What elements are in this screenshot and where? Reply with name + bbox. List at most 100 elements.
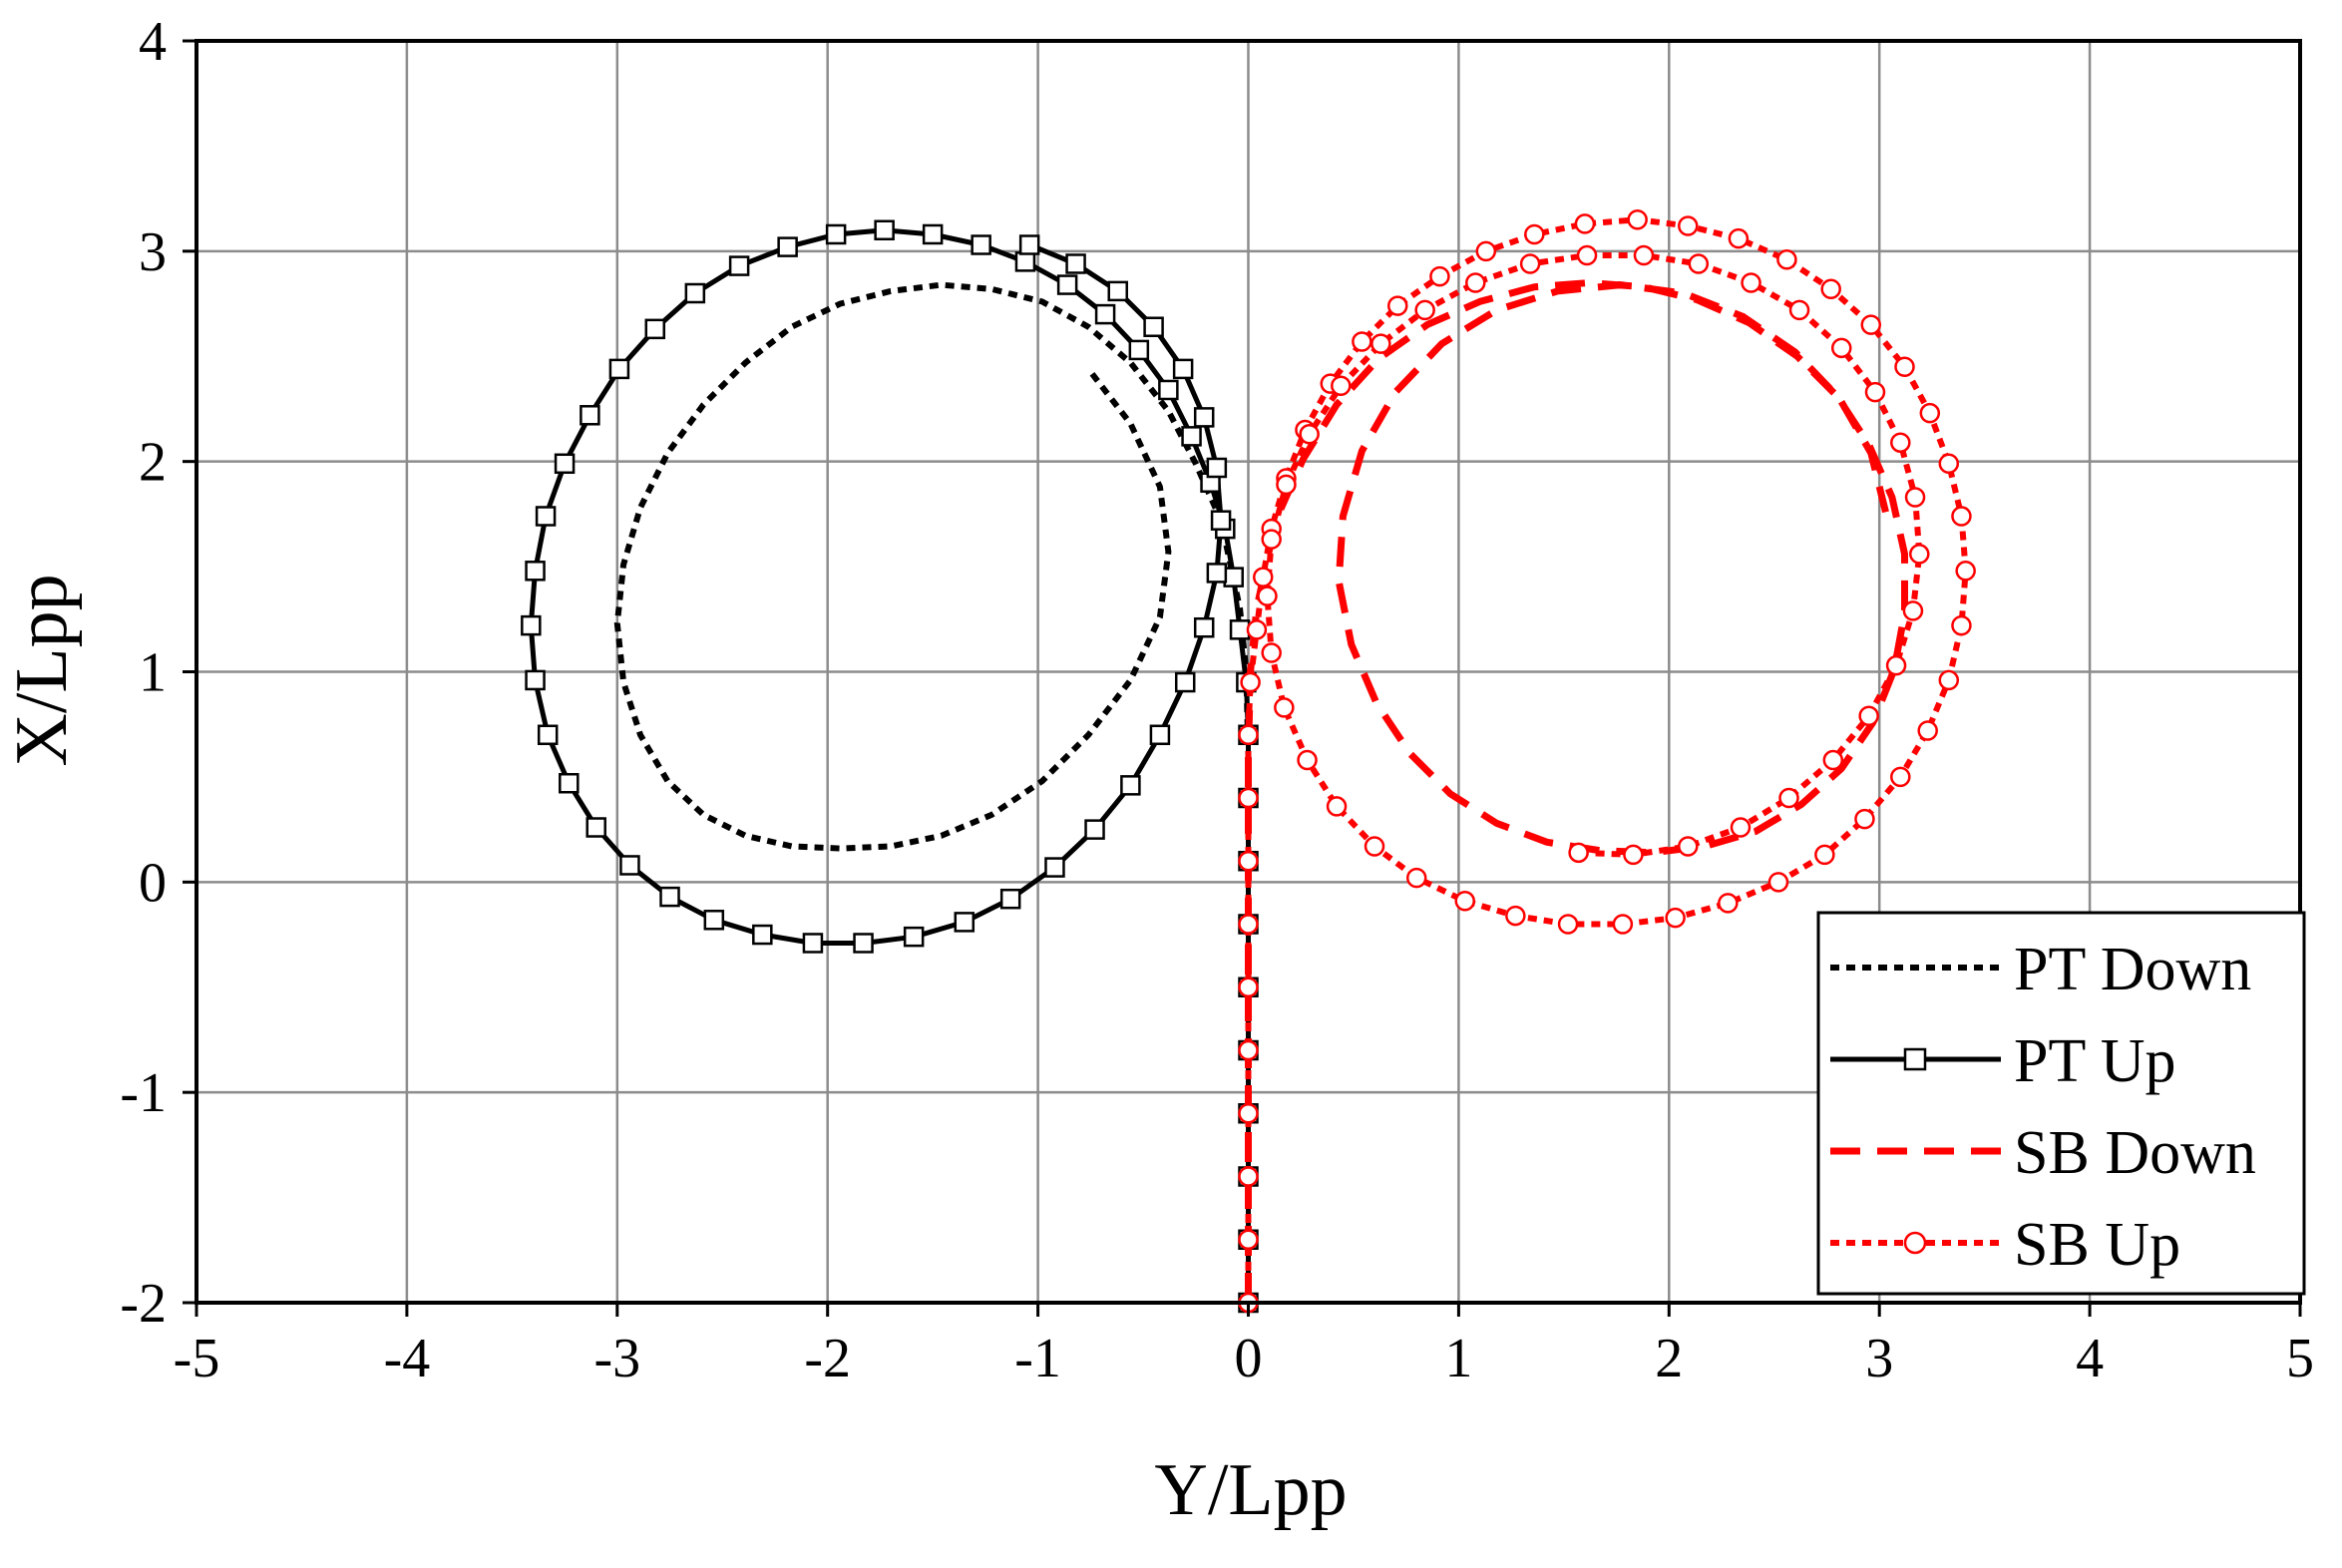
data-point-square <box>1223 567 1244 588</box>
data-point-circle <box>1414 299 1435 321</box>
series-sb-up <box>1238 208 1976 1314</box>
data-point-square <box>1094 303 1116 325</box>
data-point-square <box>1120 775 1141 796</box>
legend-entry: SB Down <box>1830 1119 2256 1187</box>
x-tick-label: 2 <box>1655 1328 1683 1389</box>
x-tick-label: -2 <box>804 1328 851 1389</box>
data-point-square <box>1084 819 1105 840</box>
legend-label: SB Down <box>2014 1119 2256 1187</box>
data-point-circle <box>1261 642 1282 663</box>
data-point-square <box>1128 339 1150 361</box>
data-point-circle <box>1890 766 1911 788</box>
data-point-square <box>1107 280 1128 302</box>
data-point-circle <box>1238 1039 1259 1061</box>
data-point-circle <box>1240 671 1261 693</box>
data-point-circle <box>1627 208 1648 230</box>
data-point-circle <box>1955 561 1976 582</box>
series-line <box>528 227 1251 1303</box>
data-point-circle <box>1730 817 1752 838</box>
data-point-square <box>1065 253 1086 274</box>
data-point-circle <box>1326 796 1348 817</box>
data-point-circle <box>1776 249 1797 270</box>
y-tick-label: 1 <box>139 642 167 704</box>
data-point-square <box>580 405 600 426</box>
data-point-square <box>525 669 546 691</box>
data-point-circle <box>1505 905 1526 927</box>
data-point-circle <box>1678 215 1699 236</box>
data-point-square <box>777 236 798 257</box>
data-point-square <box>703 910 725 931</box>
data-point-circle <box>1297 749 1318 771</box>
y-tick-label: 2 <box>139 432 167 494</box>
data-point-circle <box>1274 697 1295 718</box>
x-tick-label: 3 <box>1865 1328 1893 1389</box>
data-point-circle <box>1405 867 1427 889</box>
y-tick-label: 4 <box>139 11 167 73</box>
data-point-circle <box>1370 333 1391 354</box>
data-point-circle <box>1238 787 1259 809</box>
data-point-circle <box>1854 808 1875 830</box>
data-point-circle <box>1665 907 1686 929</box>
data-point-circle <box>1938 669 1960 691</box>
data-point-square <box>644 318 666 340</box>
data-point-circle <box>1860 314 1882 335</box>
data-point-circle <box>1612 914 1634 935</box>
legend-entry: PT Up <box>1830 1027 2176 1095</box>
data-point-circle <box>1909 544 1930 565</box>
data-point-circle <box>1519 253 1541 274</box>
data-point-circle <box>1429 265 1450 287</box>
x-tick-label: 1 <box>1444 1328 1472 1389</box>
x-tick-label: 4 <box>2076 1328 2104 1389</box>
plot-layer <box>521 208 1976 1314</box>
legend-box <box>1816 911 2306 1296</box>
data-point-square <box>1143 316 1164 337</box>
data-point-circle <box>1858 705 1879 727</box>
data-point-square <box>802 933 824 954</box>
x-tick-label: 0 <box>1235 1328 1263 1389</box>
data-point-square <box>903 926 925 948</box>
series-line <box>613 281 1252 1303</box>
data-point-circle <box>1253 567 1274 588</box>
data-point-square <box>554 453 576 475</box>
y-axis-label: X/Lpp <box>1 574 83 766</box>
data-point-circle <box>1830 337 1852 359</box>
data-point-square <box>1056 274 1078 295</box>
data-point-square <box>535 506 557 527</box>
data-point-square <box>1193 407 1215 428</box>
data-point-circle <box>1951 506 1972 527</box>
data-point-circle <box>1951 614 1972 636</box>
data-point-circle <box>1623 844 1644 866</box>
data-point-square <box>1158 379 1179 401</box>
data-point-square <box>1206 457 1228 479</box>
x-tick-label: -1 <box>1014 1328 1061 1389</box>
data-point-square <box>1193 616 1215 638</box>
data-point-square <box>874 219 895 240</box>
data-point-square <box>825 223 847 245</box>
legend-label: PT Down <box>2014 936 2251 1003</box>
data-point-square <box>1210 510 1232 531</box>
data-point-square <box>1018 234 1040 255</box>
x-tick-label: -5 <box>174 1328 220 1389</box>
series-sb-down <box>1245 279 1908 1303</box>
data-point-circle <box>1938 453 1960 475</box>
data-point-circle <box>1822 749 1844 771</box>
data-point-circle <box>1261 529 1282 550</box>
data-point-circle <box>1238 914 1259 935</box>
y-tick-label: 0 <box>139 852 167 914</box>
data-point-square <box>1174 671 1196 693</box>
data-point-circle <box>1299 424 1320 445</box>
data-point-circle <box>1728 227 1750 249</box>
data-point-square <box>659 886 680 908</box>
legend: PT Down PT Up SB Down SB Up <box>1816 911 2306 1296</box>
data-point-circle <box>1238 724 1259 745</box>
legend-label: PT Up <box>2014 1027 2176 1095</box>
data-point-circle <box>1778 787 1799 809</box>
x-tick-label: -4 <box>384 1328 431 1389</box>
data-point-circle <box>1741 272 1761 293</box>
data-point-circle <box>1364 836 1385 857</box>
data-point-circle <box>1524 223 1545 245</box>
data-point-square <box>559 772 580 794</box>
x-tick-label: -3 <box>593 1328 640 1389</box>
plot-frame <box>195 39 2302 1305</box>
